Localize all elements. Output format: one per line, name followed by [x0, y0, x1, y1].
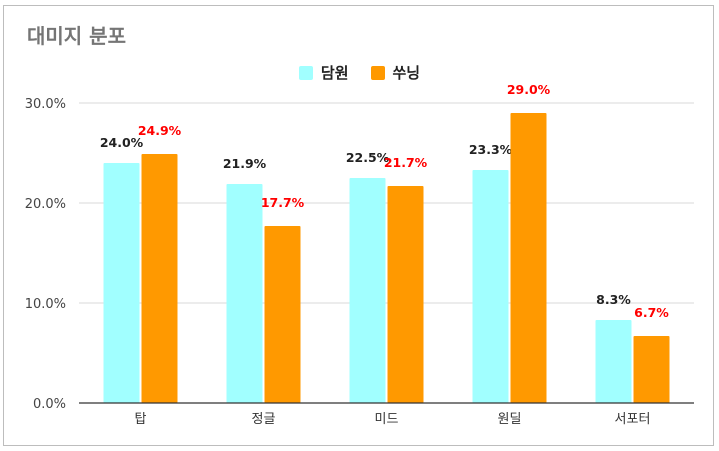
x-tick-label: 원딜 — [498, 412, 522, 427]
x-tick-label: 탑 — [135, 412, 147, 427]
bar — [264, 226, 301, 403]
data-label: 24.0% — [100, 135, 144, 150]
x-tick-label: 서포터 — [615, 412, 651, 427]
bar — [349, 178, 386, 403]
y-tick-label: 20.0% — [25, 197, 66, 212]
data-label: 22.5% — [346, 150, 390, 165]
data-label: 23.3% — [469, 142, 513, 157]
y-tick-label: 30.0% — [25, 97, 66, 112]
legend-swatch-series-1 — [298, 65, 313, 80]
bar — [226, 184, 263, 403]
chart-title: 대미지 분포 — [27, 24, 126, 48]
data-label: 29.0% — [507, 82, 551, 97]
bar — [387, 186, 424, 403]
bar — [633, 336, 670, 403]
data-label: 17.7% — [261, 195, 305, 210]
data-label: 21.7% — [384, 155, 428, 170]
legend-item-series-2: 쑤닝 — [370, 62, 421, 83]
y-tick-label: 10.0% — [25, 297, 66, 312]
data-label: 8.3% — [596, 292, 631, 307]
chart-legend: 담원 쑤닝 — [0, 62, 719, 83]
bar — [510, 113, 547, 403]
legend-label-series-1: 담원 — [320, 64, 349, 82]
legend-label-series-2: 쑤닝 — [392, 64, 421, 82]
bar — [595, 320, 632, 403]
x-tick-label: 미드 — [375, 412, 399, 427]
data-label: 24.9% — [138, 123, 182, 138]
bar — [103, 163, 140, 403]
y-tick-label: 0.0% — [33, 397, 66, 412]
bar — [141, 154, 178, 403]
legend-swatch-series-2 — [370, 65, 385, 80]
data-label: 21.9% — [223, 156, 267, 171]
bar — [472, 170, 509, 403]
legend-item-series-1: 담원 — [298, 62, 349, 83]
x-tick-label: 정글 — [252, 412, 276, 427]
data-label: 6.7% — [634, 305, 669, 320]
